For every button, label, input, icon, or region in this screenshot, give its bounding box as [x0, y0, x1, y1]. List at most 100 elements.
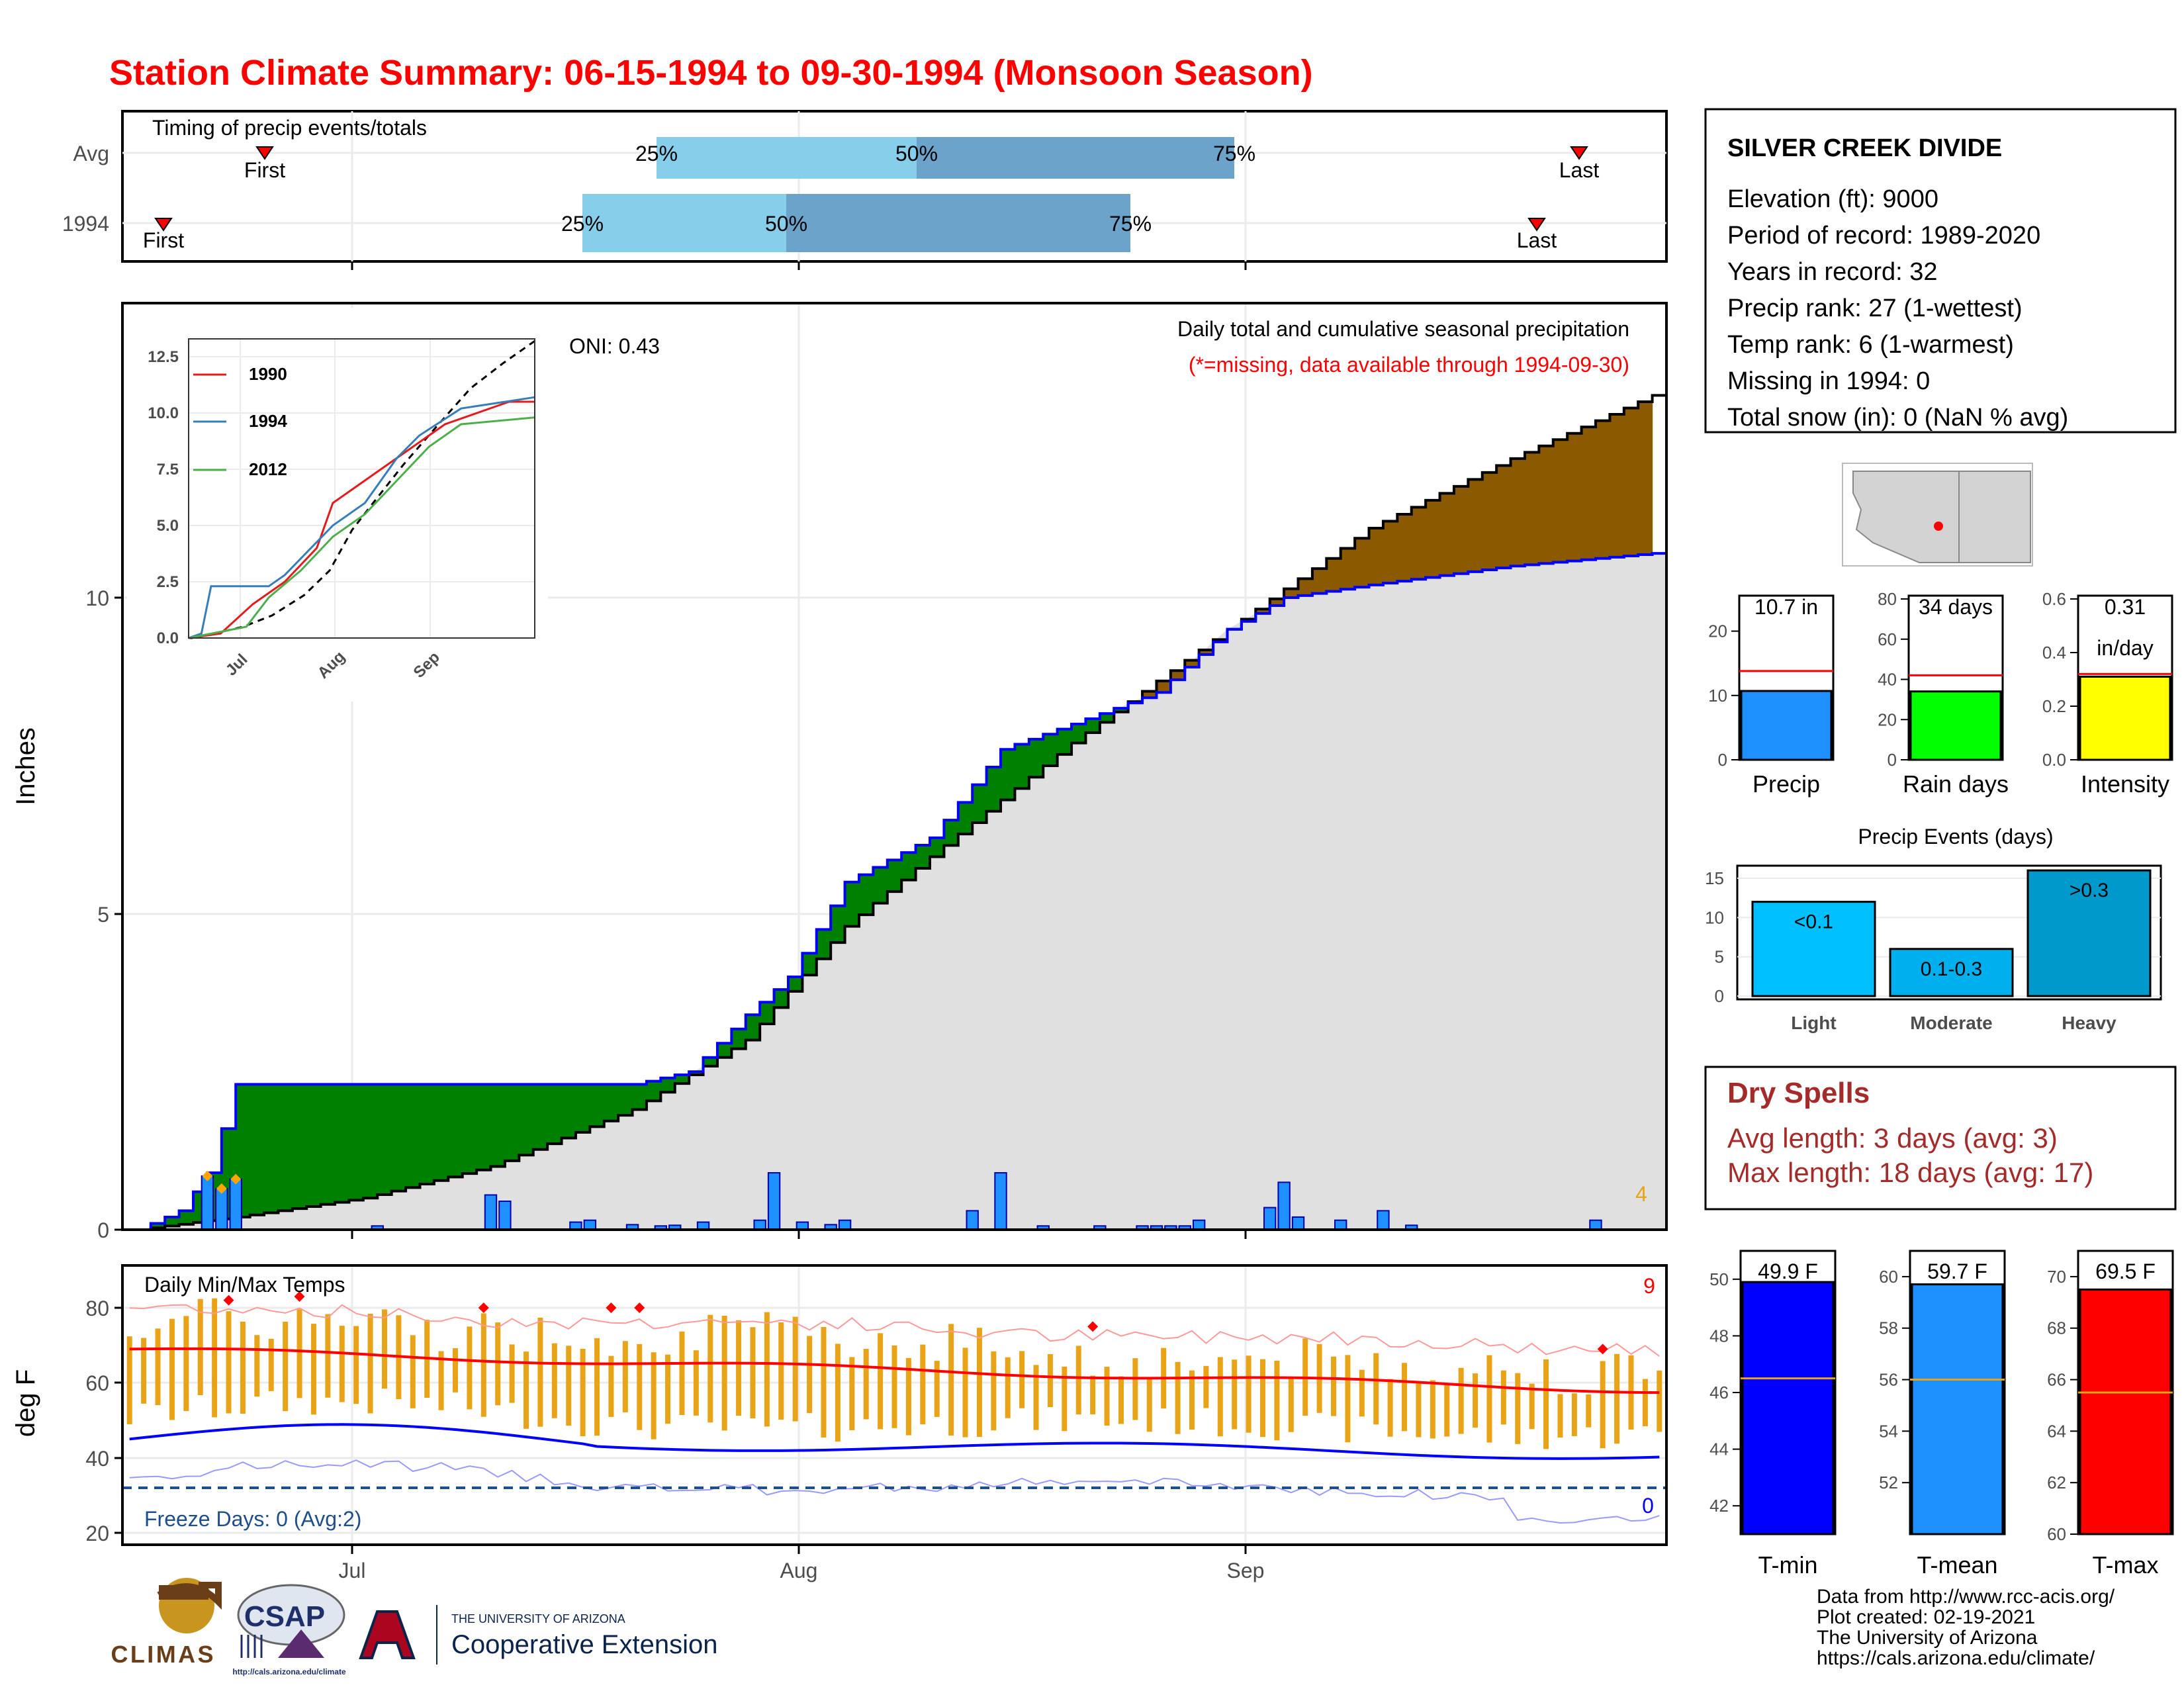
avg-first-marker — [255, 146, 274, 160]
wet-segment — [575, 1084, 590, 1132]
precip-caption: Daily total and cumulative seasonal prec… — [1177, 317, 1629, 341]
page-title: Station Climate Summary: 06-15-1994 to 0… — [109, 53, 1313, 93]
inset-ytick-5: 12.5 — [148, 348, 179, 366]
daily-temp-range-bar — [637, 1344, 643, 1430]
wet-segment — [406, 1084, 421, 1188]
daily-temp-range-bar — [594, 1338, 600, 1436]
daily-temp-range-bar — [976, 1328, 982, 1438]
yr-p25-label: 25% — [561, 212, 604, 236]
wet-segment — [831, 905, 846, 943]
daily-precip-bar — [498, 1201, 512, 1231]
footer-line-2: The University of Arizona — [1817, 1627, 2038, 1649]
events-bar-light — [1751, 901, 1876, 997]
record-max-line — [129, 1304, 1660, 1357]
temp-summary-tick: 44 — [1709, 1440, 1729, 1459]
daily-temp-range-bar — [169, 1318, 175, 1420]
temp-summary-value-label: 59.7 F — [1927, 1259, 1987, 1283]
daily-precip-bar — [1589, 1219, 1602, 1231]
record-high-marker — [634, 1303, 645, 1313]
wet-segment — [873, 867, 888, 903]
summary-value-bar — [1909, 690, 2002, 761]
summary-bars: 0 10 20 10.7 in Precip 0 20 40 60 80 34 days Rain d… — [1708, 589, 2173, 798]
wet-segment — [165, 1216, 180, 1226]
events-bar-moderate — [1889, 948, 2014, 997]
dry-segment — [1524, 452, 1539, 565]
dry-segment — [1312, 569, 1327, 594]
wet-segment — [377, 1084, 392, 1195]
daily-temp-range-bar — [1075, 1346, 1081, 1415]
wet-segment — [292, 1084, 307, 1209]
dry-segment — [1426, 500, 1441, 578]
daily-temp-range-bar — [863, 1349, 869, 1420]
dry-segment — [1355, 538, 1370, 588]
dry-segment — [1369, 527, 1384, 585]
year-cumulative-line — [122, 552, 1666, 1231]
daily-precip-bar — [229, 1178, 242, 1230]
daily-temp-range-bar — [750, 1327, 756, 1418]
inset-chart: 0.0 2.5 5.0 7.5 10.0 12.5 Jul Aug Sep 19… — [127, 308, 548, 702]
wet-segment — [1057, 729, 1072, 754]
wet-segment — [278, 1084, 293, 1211]
events-category-label: Heavy — [2062, 1013, 2116, 1033]
wet-segment — [335, 1084, 350, 1203]
daily-temp-range-bar — [1571, 1393, 1577, 1436]
daily-precip-bar — [1334, 1219, 1347, 1231]
temp-summary-value-bar — [1741, 1281, 1835, 1535]
normal-cumulative-line — [122, 394, 1666, 1231]
daily-temp-range-bar — [226, 1311, 232, 1414]
wet-segment — [944, 820, 959, 846]
timing-panel: Timing of precip events/totals Avg 1994 … — [62, 110, 1668, 270]
daily-temp-range-bar — [141, 1338, 147, 1404]
inset-ytick-4: 10.0 — [148, 404, 179, 422]
events-bar-label: 0.1-0.3 — [1921, 958, 1982, 980]
inset-ytick-1: 2.5 — [157, 573, 179, 591]
dry-segment — [1595, 420, 1610, 559]
ua-line1: THE UNIVERSITY OF ARIZONA — [451, 1612, 625, 1625]
temp-summary-tick: 46 — [1709, 1383, 1729, 1402]
wet-segment — [731, 1028, 747, 1049]
daily-temp-range-bar — [240, 1321, 246, 1414]
daily-temp-range-bar — [1657, 1370, 1662, 1432]
daily-temp-range-bar — [212, 1298, 218, 1418]
daily-temp-range-bar — [821, 1326, 827, 1438]
footer-line-3: https://cals.arizona.edu/climate/ — [1817, 1647, 2095, 1669]
daily-temp-range-bar — [991, 1351, 997, 1431]
daily-precip-bar — [994, 1172, 1007, 1231]
record-high-marker — [1087, 1321, 1099, 1332]
daily-temp-range-bar — [905, 1357, 911, 1436]
dry-segment — [1539, 445, 1554, 564]
daily-temp-range-bar — [1416, 1382, 1422, 1438]
temp-summary-tick: 68 — [2047, 1318, 2066, 1338]
daily-temp-range-bar — [1642, 1379, 1648, 1426]
daily-temp-range-bar — [792, 1316, 798, 1422]
wet-segment — [1043, 734, 1058, 766]
summary-tick: 60 — [1878, 629, 1897, 649]
wet-segment — [887, 860, 902, 892]
daily-temp-range-bar — [1486, 1355, 1492, 1443]
wet-segment — [349, 1084, 364, 1201]
daily-temp-range-bar — [1359, 1369, 1365, 1417]
daily-temp-range-bar — [310, 1324, 316, 1415]
dry-segment — [1326, 558, 1342, 592]
summary-tick: 0 — [1888, 750, 1897, 770]
dry-segment — [1170, 670, 1185, 680]
summary-value-bar — [2079, 675, 2171, 761]
wet-segment — [745, 1015, 760, 1040]
temp-ylabel: deg F — [11, 1369, 40, 1437]
locator-map — [1842, 463, 2033, 567]
daily-temp-range-bar — [1288, 1377, 1294, 1432]
dry-segment — [1156, 680, 1171, 693]
daily-temp-range-bar — [1232, 1359, 1238, 1430]
wet-segment — [689, 1072, 704, 1075]
summary-bar-precip: 0 10 20 10.7 in Precip — [1708, 594, 1835, 798]
dry-spells-max: Max length: 18 days (avg: 17) — [1727, 1157, 2093, 1188]
summary-tick: 0.2 — [2042, 696, 2066, 716]
summary-name-label: Precip — [1752, 770, 1820, 798]
daily-temp-range-bar — [1019, 1351, 1025, 1408]
summary-tick: 0.4 — [2042, 643, 2066, 663]
summary-tick: 20 — [1708, 621, 1727, 641]
station-line-missing: Missing in 1994: 0 — [1727, 367, 1930, 395]
station-line-temp-rank: Temp rank: 6 (1-warmest) — [1727, 331, 2014, 359]
inset-ytick-2: 5.0 — [157, 517, 179, 535]
